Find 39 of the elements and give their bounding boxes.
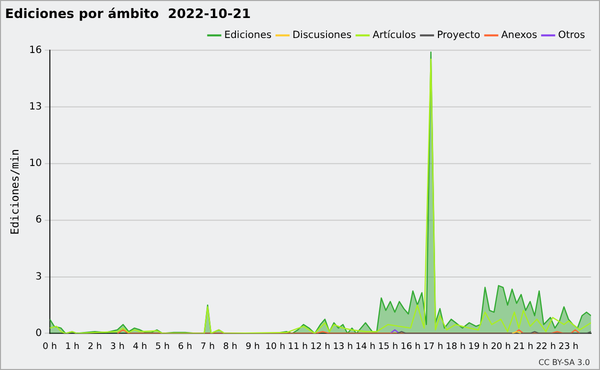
- y-tick-label: 6: [35, 214, 42, 226]
- x-tick-label: 23 h: [558, 342, 578, 352]
- y-axis-title: Ediciones/min: [8, 149, 22, 235]
- text: CC BY-SA 3.0: [538, 358, 590, 367]
- x-tick-label: 9 h: [246, 342, 260, 352]
- legend-label: Proyecto: [436, 30, 480, 41]
- y-tick-label: 10: [29, 158, 42, 170]
- x-tick-label: 21 h: [513, 342, 534, 352]
- x-tick-label: 1 h: [65, 342, 80, 352]
- x-tick-label: 14 h: [356, 342, 376, 352]
- x-tick-label: 18 h: [446, 342, 466, 352]
- x-tick-label: 20 h: [490, 342, 511, 352]
- x-tick-label: 15 h: [378, 342, 398, 352]
- legend-label: Discusiones: [292, 30, 352, 41]
- legend-label: Otros: [558, 30, 585, 41]
- x-tick-label: 5 h: [155, 342, 170, 352]
- x-tick-label: 16 h: [400, 342, 421, 352]
- x-tick-label: 2 h: [88, 342, 102, 352]
- x-tick-label: 13 h: [332, 342, 353, 352]
- legend-label: Anexos: [501, 30, 538, 41]
- y-tick-label: 0: [35, 328, 42, 339]
- x-tick-label: 10 h: [265, 342, 286, 352]
- x-tick-label: 4 h: [132, 342, 148, 352]
- legend-label: Ediciones: [224, 30, 272, 41]
- x-tick-label: 3 h: [110, 342, 125, 352]
- y-tick-label: 16: [29, 44, 42, 56]
- x-tick-label: 8 h: [223, 342, 238, 352]
- chart-title: Ediciones por ámbito 2022-10-21: [4, 7, 251, 22]
- y-tick-label: 13: [29, 102, 42, 113]
- y-tick-label: 3: [35, 271, 42, 282]
- x-tick-label: 17 h: [423, 342, 444, 352]
- x-tick-label: 12 h: [310, 342, 330, 352]
- x-tick-label: 19 h: [468, 342, 488, 352]
- x-tick-label: 11 h: [288, 342, 308, 352]
- x-tick-label: 7 h: [200, 342, 215, 352]
- x-tick-label: 22 h: [536, 342, 556, 352]
- x-tick-label: 0 h: [42, 342, 57, 352]
- x-tick-label: 6 h: [178, 342, 192, 352]
- legend-label: Artículos: [372, 30, 416, 41]
